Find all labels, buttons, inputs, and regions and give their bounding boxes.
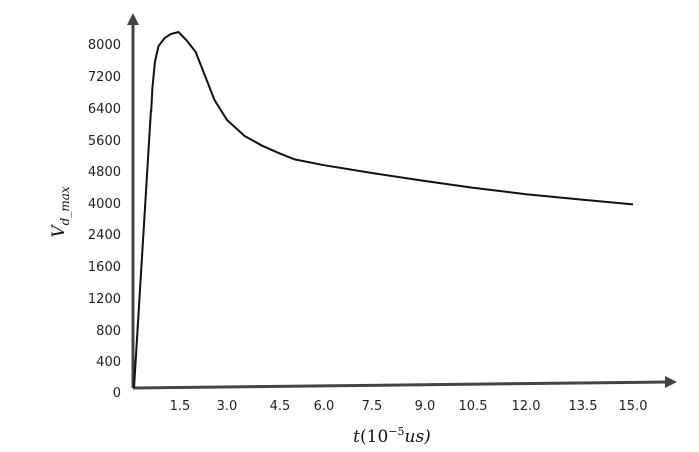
x-tick-label: 7.5 [362,399,383,414]
y-tick-label: 6400 [88,102,121,117]
x-axis-arrow [665,376,677,388]
x-tick-label: 1.5 [170,399,191,414]
y-axis-arrow [127,13,139,25]
x-tick-label: 3.0 [217,399,238,414]
y-tick-label: 2400 [88,228,121,243]
x-tick-label: 15.0 [619,399,648,414]
y-tick-label: 400 [96,355,121,370]
y-tick-label: 5600 [88,134,121,149]
x-tick-label: 10.5 [459,399,488,414]
y-tick-label: 4800 [88,165,121,180]
x-axis [132,380,669,390]
y-tick-label: 0 [113,386,121,401]
x-tick-label: 4.5 [270,399,291,414]
x-tick-label: 6.0 [314,399,335,414]
x-tick-labels: 1.5 3.0 4.5 6.0 7.5 9.0 10.5 12.0 13.5 15.0 [170,399,648,414]
y-tick-labels: 0 400 800 1200 1600 2400 4000 4800 5600 6400 7200 8… [88,38,121,401]
x-axis-title: t(10−5us) [353,425,431,447]
series-line [133,30,634,389]
x-tick-label: 9.0 [415,399,436,414]
y-tick-label: 1200 [88,292,121,307]
x-tick-label: 13.5 [569,399,598,414]
y-tick-label: 7200 [88,70,121,85]
x-tick-label: 12.0 [512,399,541,414]
y-axis-title: Vd_max [49,186,72,237]
y-tick-label: 1600 [88,260,121,275]
y-tick-label: 4000 [88,197,121,212]
y-tick-label: 800 [96,324,121,339]
y-tick-label: 8000 [88,38,121,53]
